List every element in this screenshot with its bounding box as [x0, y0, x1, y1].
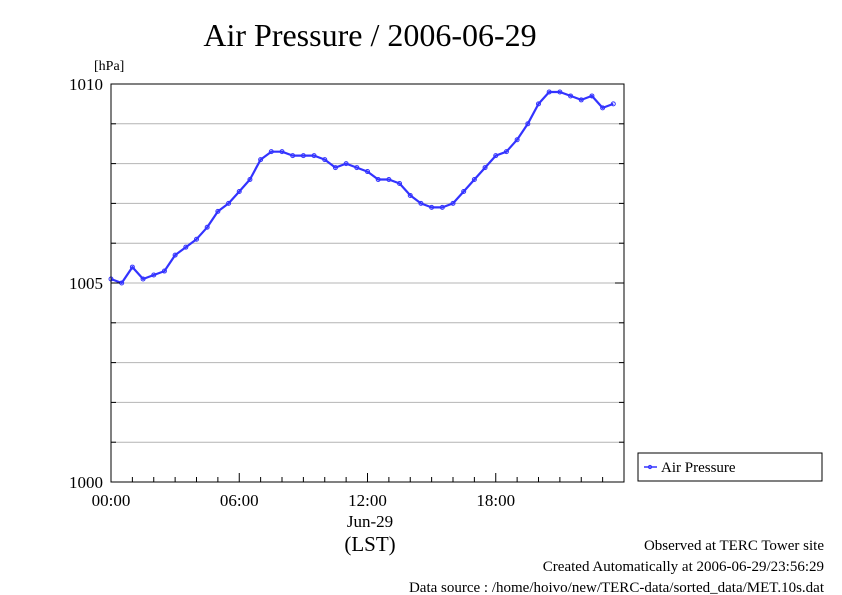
data-point [172, 252, 178, 258]
data-point [204, 224, 210, 230]
data-point [482, 165, 488, 171]
data-point [407, 192, 413, 198]
data-point [514, 137, 520, 143]
footer-created: Created Automatically at 2006-06-29/23:5… [543, 559, 824, 575]
legend: Air Pressure [637, 452, 823, 482]
data-point [194, 236, 199, 242]
data-point [183, 244, 189, 250]
x-axis-timezone-label: (LST) [344, 532, 395, 556]
data-point [589, 93, 595, 99]
data-point [365, 169, 370, 175]
x-tick-label: 06:00 [220, 491, 259, 510]
data-point [600, 105, 606, 111]
data-point [450, 200, 456, 206]
data-point [290, 153, 296, 159]
series-line-group [110, 90, 614, 285]
data-point [493, 153, 499, 159]
data-point [258, 157, 264, 163]
data-point [247, 177, 253, 183]
data-point [343, 161, 349, 167]
y-axis-label: [hPa] [94, 59, 124, 74]
data-point [300, 153, 306, 159]
data-point [610, 101, 616, 107]
data-point [215, 208, 221, 214]
data-point [375, 177, 381, 183]
data-point [268, 149, 274, 155]
data-point [279, 149, 285, 155]
y-tick-label: 1000 [69, 473, 103, 492]
data-point [525, 121, 531, 127]
x-tick-label: 00:00 [92, 491, 131, 510]
data-point [236, 188, 242, 194]
x-tick-label: 18:00 [476, 491, 515, 510]
data-point [354, 165, 360, 171]
x-tick-label: 12:00 [348, 491, 387, 510]
x-axis-ticks: 00:00 06:00 12:00 18:00 [92, 473, 604, 510]
legend-label: Air Pressure [661, 460, 736, 476]
data-point [311, 153, 317, 159]
data-point [129, 264, 135, 270]
data-point [161, 268, 167, 274]
y-tick-label: 1005 [69, 274, 103, 293]
data-point [557, 89, 563, 95]
data-point [397, 181, 403, 186]
data-point [429, 204, 435, 210]
y-tick-label: 1010 [69, 75, 103, 94]
data-point [418, 200, 424, 206]
data-point [140, 276, 146, 282]
legend-marker-swatch [647, 464, 653, 470]
legend-box [637, 452, 823, 482]
data-point [471, 177, 477, 183]
chart-title: Air Pressure / 2006-06-29 [203, 17, 536, 53]
x-axis-date-label: Jun-29 [347, 512, 393, 531]
data-point [332, 165, 338, 171]
footer-source: Data source : /home/hoivo/new/TERC-data/… [409, 580, 825, 595]
footer-observed: Observed at TERC Tower site [644, 538, 824, 554]
data-point [568, 93, 574, 99]
series-line-air-pressure [110, 90, 614, 285]
data-point [536, 101, 541, 107]
data-point [151, 272, 157, 278]
grid-lines [111, 123, 624, 443]
data-point [503, 149, 509, 155]
data-point [439, 204, 445, 210]
y-axis-ticks: 1000 1005 1010 [69, 75, 624, 492]
data-points [108, 89, 616, 286]
data-point [546, 89, 552, 95]
data-point [386, 177, 392, 183]
data-point [461, 188, 467, 194]
data-point [226, 200, 232, 206]
data-point [322, 157, 328, 163]
data-point [578, 97, 584, 103]
